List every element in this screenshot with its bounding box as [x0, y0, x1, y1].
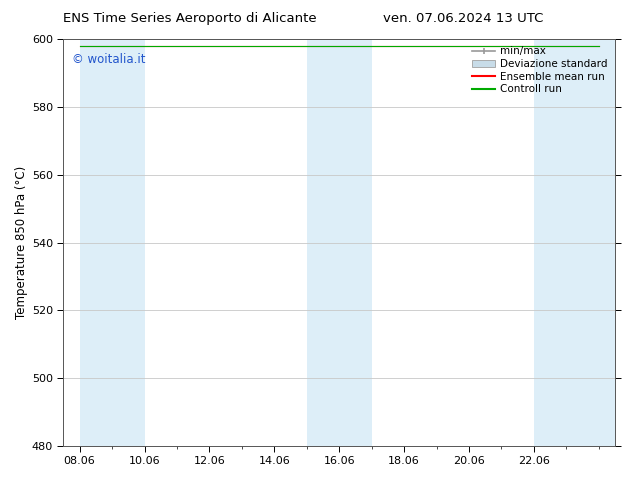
Text: ven. 07.06.2024 13 UTC: ven. 07.06.2024 13 UTC — [383, 12, 543, 25]
Legend: min/max, Deviazione standard, Ensemble mean run, Controll run: min/max, Deviazione standard, Ensemble m… — [470, 45, 610, 97]
Text: ENS Time Series Aeroporto di Alicante: ENS Time Series Aeroporto di Alicante — [63, 12, 317, 25]
Text: © woitalia.it: © woitalia.it — [72, 53, 145, 67]
Bar — [534, 39, 615, 446]
Y-axis label: Temperature 850 hPa (°C): Temperature 850 hPa (°C) — [15, 166, 27, 319]
Bar — [307, 39, 372, 446]
Bar — [80, 39, 145, 446]
